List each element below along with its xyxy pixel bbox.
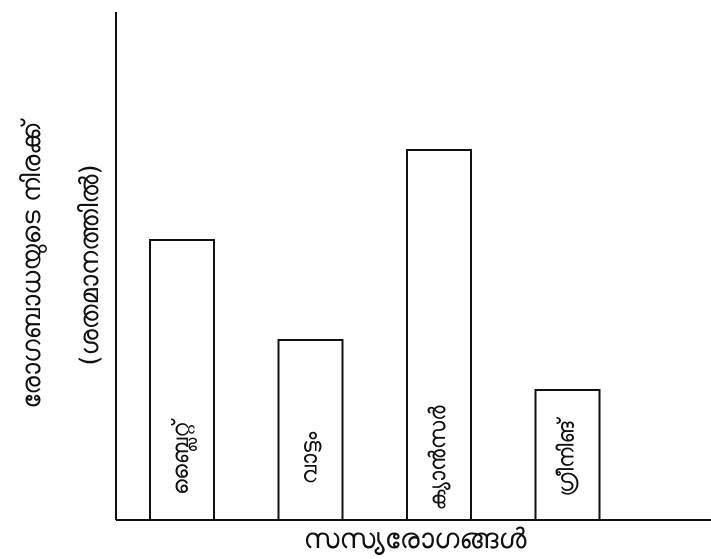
y-axis-label: രോഗബാധയുടെ നിരക്ക് (17, 118, 47, 409)
bar-label-1: ബ്ലൈറ്റ് (169, 418, 197, 495)
bar-label-2: വാട്ടം (298, 431, 323, 484)
bars-group: ബ്ലൈറ്റ് വാട്ടം ക്യാൻസർ ഗ്രീനിങ് (149, 149, 601, 521)
bar-label-4: ഗ്രീനിങ് (555, 417, 580, 497)
y-axis-sublabel: (ശതമാനത്തിൽ) (75, 164, 105, 365)
x-axis-label: സസ്യരോഗങ്ങൾ (303, 522, 527, 555)
bar-1 (149, 239, 215, 521)
bar-3 (406, 149, 472, 521)
bar-label-3: ക്യാൻസർ (426, 405, 451, 511)
bar-2 (277, 339, 344, 521)
bar-4 (534, 389, 601, 521)
